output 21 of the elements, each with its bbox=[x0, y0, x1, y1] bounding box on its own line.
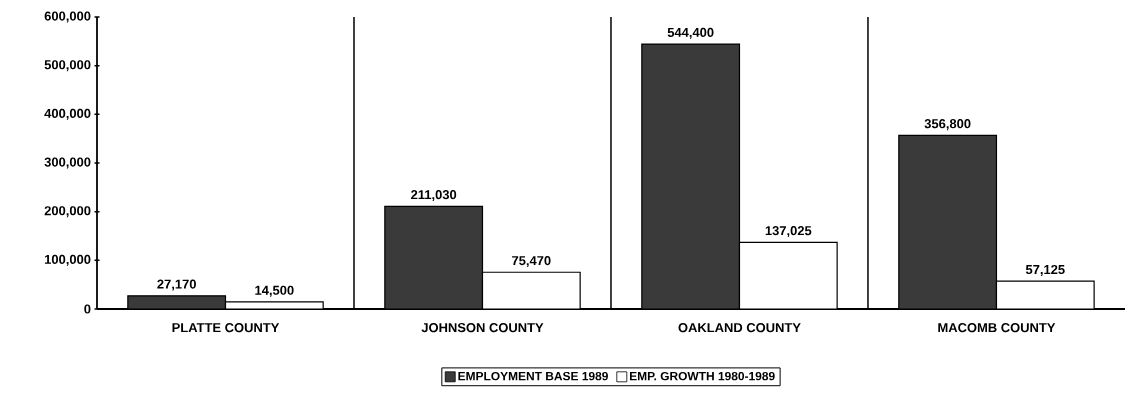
data-label: 137,025 bbox=[765, 226, 812, 238]
data-label: 57,125 bbox=[1025, 264, 1065, 276]
y-tick-label: 500,000 bbox=[44, 60, 91, 72]
data-label: 14,500 bbox=[255, 285, 294, 297]
data-label: 356,800 bbox=[924, 119, 971, 131]
legend-label: EMPLOYMENT BASE 1989 bbox=[458, 371, 608, 381]
y-tick-label: 100,000 bbox=[44, 254, 91, 266]
data-label: 75,470 bbox=[512, 256, 551, 268]
data-label: 544,400 bbox=[667, 27, 714, 39]
data-label: 27,170 bbox=[157, 279, 196, 291]
x-tick-label: PLATTE COUNTY bbox=[172, 323, 280, 333]
x-tick-label: OAKLAND COUNTY bbox=[678, 323, 801, 333]
y-tick-label: 400,000 bbox=[44, 108, 91, 120]
x-tick-label: JOHNSON COUNTY bbox=[421, 323, 544, 333]
data-label: 211,030 bbox=[411, 190, 457, 202]
y-tick-label: 300,000 bbox=[44, 157, 91, 169]
y-tick-label: 200,000 bbox=[44, 206, 91, 218]
legend-label: EMP. GROWTH 1980-1989 bbox=[629, 371, 775, 381]
y-tick-label: 600,000 bbox=[44, 11, 91, 23]
y-tick-label: 0 bbox=[84, 304, 91, 314]
x-tick-label: MACOMB COUNTY bbox=[938, 323, 1056, 333]
